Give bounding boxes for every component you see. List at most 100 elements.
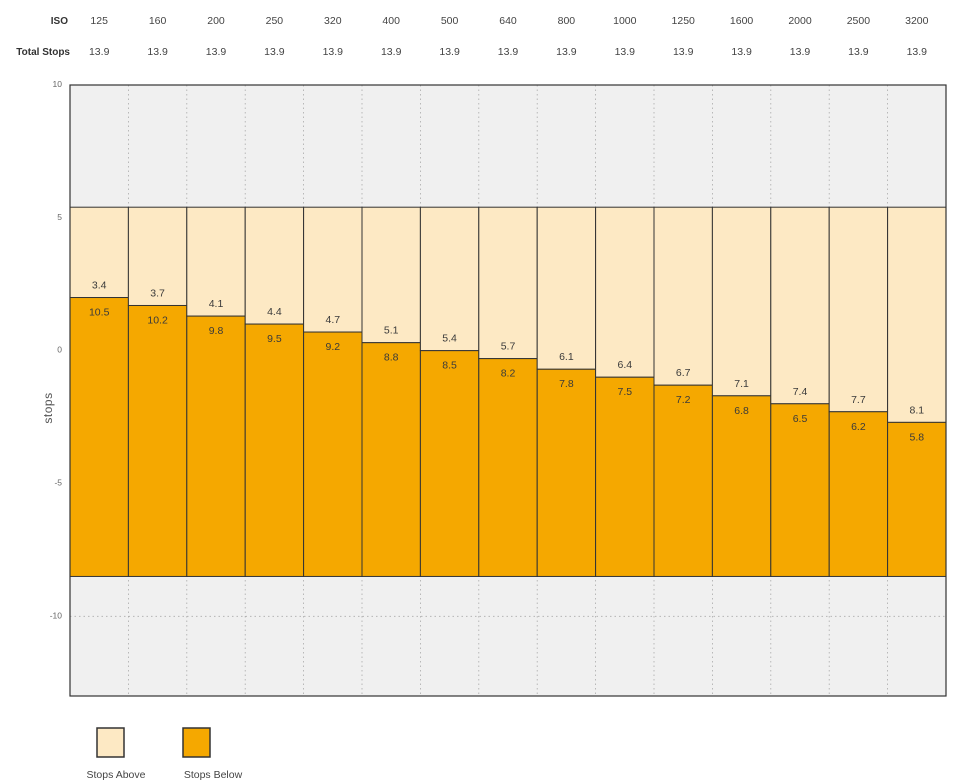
bar-stops-below [887,421,947,577]
iso-value: 200 [207,15,225,27]
bar-stops-below [186,315,246,577]
y-tick-label: 10 [53,79,63,89]
iso-header-label: ISO [51,16,68,27]
legend-swatch-stops-above [96,727,125,758]
data-label-stops-above: 8.1 [909,404,924,416]
data-label-stops-below: 7.5 [617,386,632,398]
total-stops-value: 13.9 [323,46,344,58]
total-stops-value: 13.9 [790,46,811,58]
total-stops-value: 13.9 [206,46,227,58]
iso-value: 1000 [613,15,637,27]
iso-value: 400 [382,15,400,27]
y-tick-label: -5 [54,477,62,487]
bar-stops-above [595,206,655,378]
iso-value: 640 [499,15,517,27]
bar-stops-above [770,206,830,405]
data-label-stops-above: 4.4 [267,306,282,318]
data-label-stops-above: 3.7 [150,287,165,299]
data-label-stops-below: 9.2 [325,341,340,353]
iso-value: 160 [149,15,167,27]
iso-value: 2500 [847,15,871,27]
total-stops-value: 13.9 [381,46,402,58]
total-stops-value: 13.9 [673,46,694,58]
total-stops-value: 13.9 [556,46,577,58]
total-stops-value: 13.9 [907,46,928,58]
legend-swatch-stops-below [182,727,211,758]
data-label-stops-below: 8.2 [501,368,516,380]
data-label-stops-below: 8.8 [384,352,399,364]
iso-values-row: 125 160 200 250 320 400 500 640 800 1000 1250 1600 2… [90,15,928,27]
data-label-stops-above: 7.7 [851,394,866,406]
data-label-stops-above: 4.1 [209,298,224,310]
data-label-stops-below: 6.2 [851,421,866,433]
iso-value: 500 [441,15,459,27]
total-stops-values-row: 13.9 13.9 13.9 13.9 13.9 13.9 13.9 13.9 13.9 13.9… [89,46,927,58]
data-label-stops-above: 5.4 [442,333,457,345]
data-label-stops-below: 8.5 [442,360,457,372]
bar-stops-below [711,395,772,577]
bar-stops-above [887,206,947,423]
data-label-stops-below: 7.2 [676,394,691,406]
bar-stops-below [303,331,363,577]
total-stops-value: 13.9 [498,46,519,58]
chart-header: ISO Total Stops 125 160 200 250 320 400 500 640… [16,15,928,58]
data-label-stops-above: 7.1 [734,378,749,390]
bar-stops-above [303,206,363,333]
data-label-stops-below: 9.8 [209,325,224,337]
bar-stops-below [770,403,830,577]
bar-stops-below [478,358,538,577]
bar-stops-above [361,206,421,344]
data-label-stops-below: 10.2 [147,314,168,326]
iso-value: 320 [324,15,342,27]
data-label-stops-below: 7.8 [559,378,574,390]
bar-stops-above [244,206,305,325]
total-stops-value: 13.9 [848,46,869,58]
total-stops-value: 13.9 [147,46,168,58]
bar-stops-below [536,368,597,577]
bars [69,206,947,577]
iso-value: 125 [90,15,108,27]
data-label-stops-above: 6.7 [676,367,691,379]
legend-label-stops-above: Stops Above [87,769,146,781]
iso-value: 1600 [730,15,754,27]
bar-stops-below [127,304,188,577]
data-label-stops-above: 5.1 [384,325,399,337]
y-tick-label: -10 [50,610,63,620]
bar-stops-above [478,206,538,360]
data-labels: 3.4 10.5 3.7 10.2 4.1 9.8 4.4 9.5 4.7 9.2 5.1 8.8 5.… [89,280,924,444]
bar-stops-below [419,350,480,577]
total-stops-value: 13.9 [615,46,636,58]
bar-stops-above [419,206,480,352]
iso-value: 800 [558,15,576,27]
total-stops-value: 13.9 [89,46,110,58]
y-tick-label: 5 [57,212,62,222]
bar-stops-below [595,376,655,577]
data-label-stops-below: 9.5 [267,333,282,345]
bar-stops-above [711,206,772,397]
iso-value: 3200 [905,15,929,27]
data-label-stops-below: 5.8 [909,431,924,443]
total-stops-value: 13.9 [264,46,285,58]
y-axis-ticks: 10 5 0 -5 -10 [50,79,63,620]
iso-value: 250 [266,15,284,27]
legend: Stops Above Stops Below [87,727,243,781]
total-stops-value: 13.9 [439,46,460,58]
bar-stops-below [653,384,713,577]
bar-stops-above [127,206,188,306]
y-tick-label: 0 [57,345,62,355]
data-label-stops-below: 6.8 [734,405,749,417]
plot-frame [69,84,947,697]
total-stops-header-label: Total Stops [16,47,70,58]
bar-stops-below [828,411,889,577]
legend-label-stops-below: Stops Below [184,769,243,781]
bar-stops-above [186,206,246,317]
bar-stops-above [828,206,889,413]
data-label-stops-above: 6.4 [617,359,632,371]
iso-value: 1250 [672,15,696,27]
total-stops-value: 13.9 [731,46,752,58]
data-label-stops-above: 3.4 [92,280,107,292]
y-axis-label: stops [41,392,55,423]
bar-stops-above [536,206,597,370]
data-label-stops-below: 10.5 [89,307,110,319]
data-label-stops-below: 6.5 [793,413,808,425]
